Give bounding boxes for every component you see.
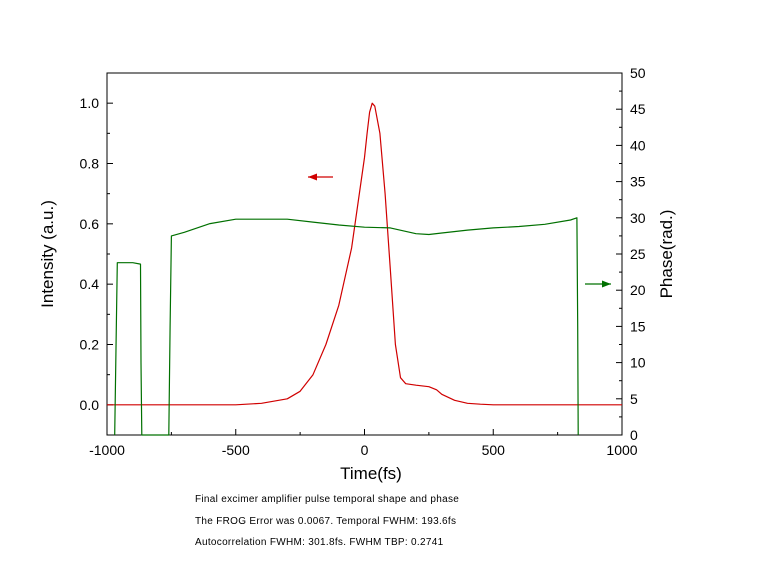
y-tick-label: 0.8 [80,156,100,172]
intensity-series-line [107,102,622,406]
x-tick-label: 1000 [606,442,637,458]
y2-tick-label: 45 [630,101,646,117]
plot-frame [106,72,623,436]
y2-tick-label: 15 [630,318,646,334]
y-tick-label: 1.0 [80,95,100,111]
x-tick-label: 500 [482,442,506,458]
caption-line-2: The FROG Error was 0.0067. Temporal FWHM… [195,516,457,527]
y2-tick-label: 40 [630,137,646,153]
x-tick-label: 0 [361,442,369,458]
y-axis-left: 0.0 0.2 0.4 0.6 0.8 1.0 [80,72,113,436]
y2-tick-label: 10 [630,355,646,371]
y2-tick-label: 30 [630,210,646,226]
y2-tick-label: 25 [630,246,646,262]
y-axis-right-title: Phase(rad.) [657,210,676,299]
y-tick-label: 0.6 [80,216,100,232]
y-tick-label: 0.2 [80,337,100,353]
x-tick-label: -1000 [89,442,125,458]
y2-tick-label: 0 [630,427,638,443]
series-layer [107,102,622,436]
intensity-axis-arrow [308,173,333,181]
y2-tick-label: 35 [630,174,646,190]
caption-line-1: Final excimer amplifier pulse temporal s… [195,494,460,505]
y2-tick-label: 50 [630,65,646,81]
phase-series-line [114,217,579,436]
y-axis-left-title: Intensity (a.u.) [38,200,57,308]
y2-tick-label: 5 [630,391,638,407]
phase-axis-arrow [585,280,611,288]
y-tick-label: 0.0 [80,397,100,413]
caption-line-3: Autocorrelation FWHM: 301.8fs. FWHM TBP:… [195,537,444,548]
y-axis-right: 0 5 10 15 20 25 30 35 40 45 50 [616,65,646,443]
y2-tick-label: 20 [630,282,646,298]
x-axis-title: Time(fs) [340,464,402,483]
y-tick-label: 0.4 [80,276,100,292]
x-axis: -1000 -500 0 500 1000 [89,429,638,458]
x-tick-label: -500 [222,442,250,458]
